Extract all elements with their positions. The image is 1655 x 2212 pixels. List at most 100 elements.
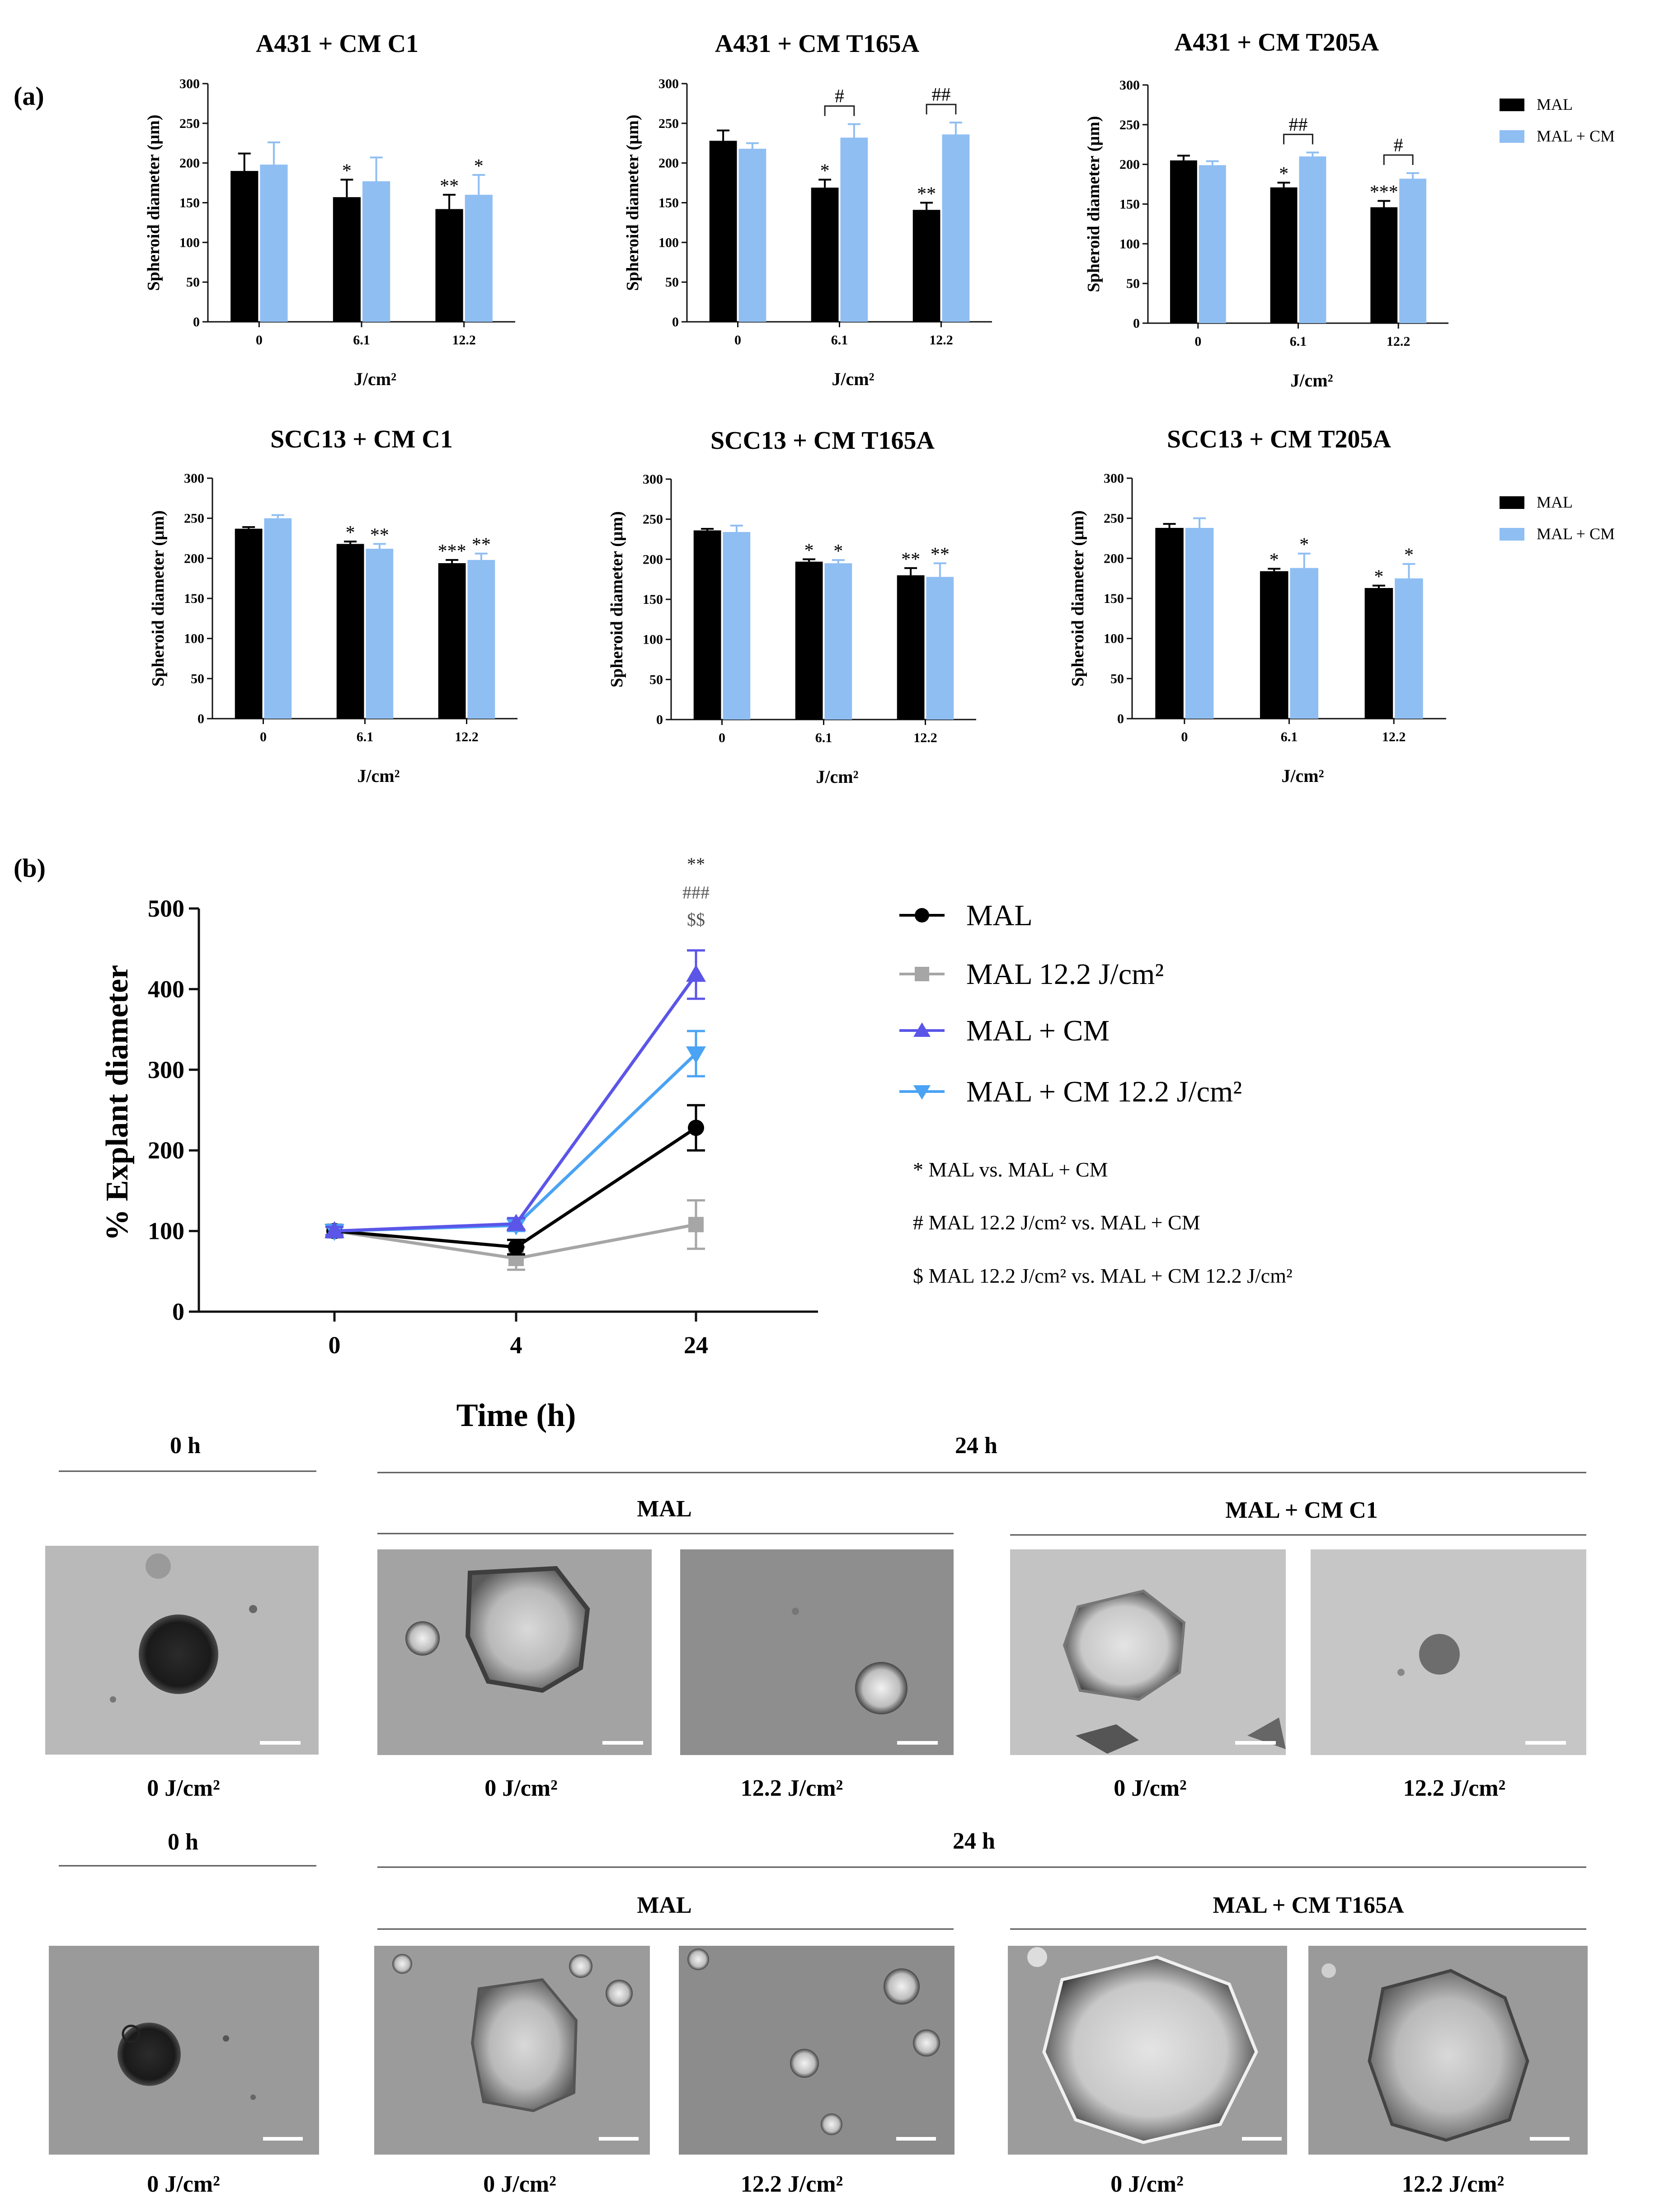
significance-star: * (1299, 535, 1309, 555)
y-tick-label: 300 (1104, 471, 1124, 486)
caption-5: 12.2 J/cm² (1403, 1775, 1505, 1801)
bar (264, 518, 292, 719)
significance-hash: # (835, 86, 844, 107)
x-tick-label: 6.1 (831, 333, 848, 348)
bar (465, 194, 493, 322)
micrograph-malcm-c1-12j (1311, 1549, 1586, 1755)
significance-star: * (474, 156, 484, 177)
group-label-mal-cm-c1: MAL + CM C1 (1225, 1497, 1378, 1523)
data-point (506, 1214, 526, 1231)
legend-swatch-mal-cm (1500, 130, 1524, 143)
legend-label-mal-cm: MAL + CM (966, 1014, 1110, 1047)
micrograph-0h-spheroid (45, 1546, 319, 1755)
x-axis-label: J/cm² (1281, 766, 1324, 786)
bar-chart-a431-t165a: A431 + CM T165A 0 50 100 150 200 250 300 0 6.1 * #… (623, 30, 992, 389)
bar-chart-scc13-t165a: SCC13 + CM T165A 0 50 100 150 200 250 300 0 6.1 *… (607, 427, 976, 787)
x-tick-label: 0 (1194, 334, 1201, 349)
scale-bar (602, 1741, 643, 1745)
chart-title: A431 + CM T205A (1175, 28, 1379, 56)
x-axis-label: J/cm² (816, 767, 858, 787)
panel-b-label: (b) (14, 853, 46, 883)
y-tick-label: 50 (649, 672, 663, 687)
chart-title: SCC13 + CM T165A (710, 427, 935, 455)
x-tick-label: 24 (684, 1332, 708, 1359)
time-label-24h: 24 h (955, 1433, 997, 1459)
x-tick-label: 12.2 (929, 333, 953, 348)
significance-star: * (1374, 567, 1383, 588)
y-tick-label: 0 (197, 711, 204, 726)
y-tick-label: 300 (148, 1056, 184, 1083)
series-line (334, 974, 697, 1233)
bar (438, 563, 466, 719)
scale-bar (263, 2137, 303, 2141)
scale-bar (897, 1741, 938, 1745)
significance-star: * (1404, 545, 1414, 566)
data-point (688, 1120, 704, 1136)
y-tick-label: 200 (643, 552, 663, 567)
legend-marker-triangle-up (913, 1022, 931, 1037)
time-label-0h: 0 h (168, 1829, 198, 1855)
legend-label-mal-cm-12-2: MAL + CM 12.2 J/cm² (966, 1075, 1242, 1108)
scale-bar (599, 2137, 639, 2141)
scale-bar (1530, 2137, 1570, 2141)
y-tick-label: 400 (148, 975, 184, 1002)
y-tick-label: 150 (179, 196, 200, 211)
micrograph-0h-spheroid (49, 1946, 319, 2155)
y-tick-label: 150 (1119, 197, 1140, 212)
micrograph-mal-0j (377, 1549, 652, 1755)
caption-1: 0 J/cm² (147, 1775, 220, 1801)
micrograph-row-1: 0 h 24 h MAL MAL + CM C1 (45, 1433, 1586, 1801)
significance-star: * (1279, 164, 1288, 184)
x-tick-label: 6.1 (1281, 729, 1298, 744)
significance-star: *** (1370, 182, 1398, 202)
scale-bar (1525, 1741, 1566, 1745)
y-tick-label: 50 (186, 275, 200, 290)
y-tick-label: 0 (1133, 316, 1140, 331)
y-tick-label: 150 (184, 591, 204, 606)
chart-title: SCC13 + CM T205A (1167, 425, 1392, 453)
x-tick-label: 12.2 (1382, 729, 1406, 744)
micrograph-malcm-c1-0j (1010, 1549, 1286, 1755)
y-tick-label: 50 (191, 671, 204, 686)
y-tick-label: 300 (658, 76, 679, 91)
bar (1155, 527, 1184, 719)
x-axis-label: J/cm² (354, 369, 396, 389)
caption-3: 12.2 J/cm² (741, 2171, 843, 2197)
bar (840, 137, 868, 322)
x-tick-label: 12.2 (455, 729, 479, 744)
caption-4: 0 J/cm² (1110, 2171, 1183, 2197)
bar (738, 149, 766, 322)
scale-bar (1242, 2137, 1282, 2141)
micrograph-mal-12j (679, 1946, 954, 2155)
x-tick-label: 0 (734, 333, 741, 348)
significance-star: ** (472, 535, 491, 555)
y-tick-label: 300 (643, 472, 663, 487)
data-point (508, 1239, 524, 1256)
y-tick-label: 250 (643, 512, 663, 527)
bar (362, 181, 390, 322)
x-tick-label: 12.2 (913, 730, 937, 745)
bar (1395, 578, 1423, 719)
x-axis-label: J/cm² (832, 369, 874, 389)
scale-bar (1235, 1741, 1276, 1745)
line-chart-explant-diameter: Time (h) % Explant diameter 010020030040… (100, 854, 818, 1433)
y-tick-label: 150 (643, 592, 663, 607)
y-tick-label: 100 (643, 632, 663, 647)
note-dollar: $ MAL 12.2 J/cm² vs. MAL + CM 12.2 J/cm² (913, 1264, 1293, 1287)
significance-hash: ## (932, 85, 951, 105)
y-tick-label: 100 (1104, 631, 1124, 646)
legend-swatch-mal (1500, 496, 1524, 509)
significance-bracket (1383, 154, 1414, 165)
y-tick-label: 200 (658, 156, 679, 171)
significance-star: * (342, 161, 352, 182)
data-point (686, 1046, 706, 1064)
chart-title: SCC13 + CM C1 (270, 425, 453, 453)
significance-star: * (804, 540, 814, 561)
bar (1270, 187, 1298, 323)
bar (260, 165, 288, 322)
y-tick-label: 50 (1126, 276, 1140, 291)
bar (1185, 527, 1214, 719)
micrograph-row-2: 0 h 24 h MAL MAL + CM T165A (49, 1828, 1588, 2197)
group-label-mal: MAL (637, 1892, 691, 1918)
